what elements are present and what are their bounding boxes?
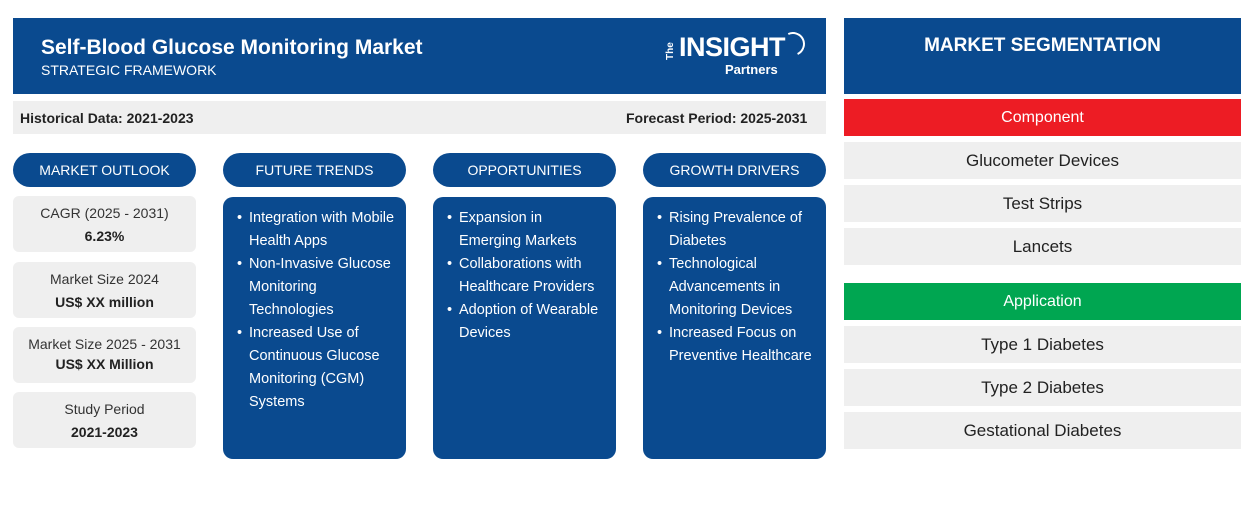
period-bar (13, 101, 826, 134)
market-outlook-header: MARKET OUTLOOK (13, 153, 196, 187)
segment-item-test-strips: Test Strips (844, 185, 1241, 222)
opportunity-item: Adoption of Wearable Devices (447, 299, 606, 345)
segment-item-lancets: Lancets (844, 228, 1241, 265)
segment-category-component: Component (844, 99, 1241, 136)
opportunities-box: Expansion in Emerging Markets Collaborat… (433, 197, 616, 459)
page-subtitle: STRATEGIC FRAMEWORK (41, 62, 217, 78)
trend-item: Non-Invasive Glucose Monitoring Technolo… (237, 253, 396, 322)
insight-partners-logo: The INSIGHT Partners (665, 28, 809, 80)
segment-category-application: Application (844, 283, 1241, 320)
logo-insight-text: INSIGHT (679, 32, 786, 62)
opportunities-header: OPPORTUNITIES (433, 153, 616, 187)
outlook-card-label: Study Period (64, 401, 145, 417)
outlook-card-value: 6.23% (84, 228, 125, 244)
outlook-card-market-size-forecast: Market Size 2025 - 2031 US$ XX Million (13, 327, 196, 383)
outlook-card-market-size-2024: Market Size 2024 US$ XX million (13, 262, 196, 318)
driver-item: Increased Focus on Preventive Healthcare (657, 322, 816, 368)
trend-item: Integration with Mobile Health Apps (237, 207, 396, 253)
future-trends-box: Integration with Mobile Health Apps Non-… (223, 197, 406, 459)
outlook-card-value: US$ XX million (55, 294, 154, 310)
opportunity-item: Expansion in Emerging Markets (447, 207, 606, 253)
historical-data-label: Historical Data: 2021-2023 (20, 110, 194, 126)
growth-drivers-header: GROWTH DRIVERS (643, 153, 826, 187)
growth-drivers-box: Rising Prevalence of Diabetes Technologi… (643, 197, 826, 459)
segment-item-gestational-diabetes: Gestational Diabetes (844, 412, 1241, 449)
outlook-card-value: US$ XX Million (55, 356, 154, 372)
driver-item: Technological Advancements in Monitoring… (657, 253, 816, 322)
header-banner: Self-Blood Glucose Monitoring Market STR… (13, 18, 826, 94)
segment-item-type-2-diabetes: Type 2 Diabetes (844, 369, 1241, 406)
driver-item: Rising Prevalence of Diabetes (657, 207, 816, 253)
outlook-card-label: CAGR (2025 - 2031) (40, 205, 169, 221)
outlook-card-study-period: Study Period 2021-2023 (13, 392, 196, 448)
forecast-period-label: Forecast Period: 2025-2031 (626, 110, 808, 126)
outlook-card-label: Market Size 2024 (50, 271, 159, 287)
segment-item-type-1-diabetes: Type 1 Diabetes (844, 326, 1241, 363)
trend-item: Increased Use of Continuous Glucose Moni… (237, 322, 396, 414)
outlook-card-value: 2021-2023 (71, 424, 138, 440)
future-trends-header: FUTURE TRENDS (223, 153, 406, 187)
page-title: Self-Blood Glucose Monitoring Market (41, 36, 423, 59)
market-segmentation-header: MARKET SEGMENTATION (844, 18, 1241, 94)
segment-item-glucometer-devices: Glucometer Devices (844, 142, 1241, 179)
logo-the-text: The (665, 42, 676, 60)
logo-partners-text: Partners (725, 62, 778, 77)
opportunity-item: Collaborations with Healthcare Providers (447, 253, 606, 299)
outlook-card-label: Market Size 2025 - 2031 (28, 336, 181, 352)
outlook-card-cagr: CAGR (2025 - 2031) 6.23% (13, 196, 196, 252)
